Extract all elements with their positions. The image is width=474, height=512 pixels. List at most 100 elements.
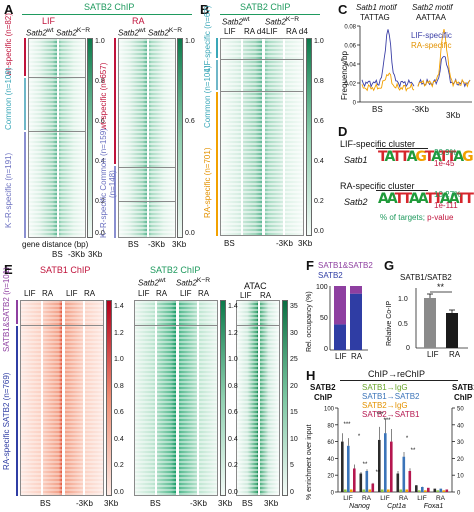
- motif1-title: Satb1 motif: [356, 3, 397, 12]
- chart-c-ytick-label: 0: [353, 101, 357, 107]
- scale-a-lif-top: 1.0: [95, 38, 105, 45]
- chart-h-ytick-left-label: 60: [327, 440, 334, 446]
- chart-h-bar-satb2-satb1-0: [353, 468, 356, 492]
- chart-h-bar-satb2-igg-5: [442, 490, 446, 492]
- bracket-e-satb2: [16, 326, 18, 496]
- panel-e-sample-kr: Satb2K−R: [176, 277, 211, 288]
- chart-h-bar-satb2-igg-0: [350, 489, 353, 492]
- bracket-b-ra: [216, 92, 218, 236]
- heatmap-a-ra: [118, 38, 176, 238]
- bracket-e-both: [16, 300, 18, 324]
- scale-b-2: 0.6: [314, 118, 324, 125]
- colorbar-tick-label: 20: [290, 382, 298, 390]
- chart-c-xtick-bs: BS: [372, 105, 383, 114]
- chart-g-cat-ra: RA: [449, 350, 461, 359]
- chart-g-title: SATB1/SATB2: [400, 273, 452, 282]
- logo-letter: A: [378, 191, 389, 207]
- colorbar-tick-label: 0: [290, 489, 294, 496]
- chart-h-ytick-right-label: 10: [457, 474, 464, 480]
- logo-letter: A: [439, 191, 451, 207]
- pval1: 1e-45: [434, 159, 455, 168]
- panel-a-ra-sample-wt: Satb2wt: [118, 27, 146, 38]
- chart-h-bar-satb1-satb2-4: [421, 486, 424, 492]
- bracket-a-wt: [24, 38, 26, 76]
- chart-h-condition-label: RA: [362, 495, 372, 502]
- logo-letter: T: [464, 191, 473, 207]
- panel-a-xtick-3kb-neg: -3Kb: [68, 250, 85, 259]
- colorbar-tick-label: 10: [290, 435, 298, 443]
- panel-e-satb2-xtick-3kb-neg: -3Kb: [190, 499, 207, 508]
- chart-h-significance: **: [363, 462, 368, 468]
- scale-b-top: 1.0: [314, 38, 324, 45]
- chart-h-left-title-2: ChIP: [314, 393, 333, 402]
- panel-b-sample-wt: Satb2wt: [222, 16, 250, 27]
- panel-e-atac-col-1: LIF: [240, 291, 252, 300]
- logo-letter: A: [386, 191, 397, 207]
- logo-letter: T: [402, 191, 411, 207]
- chart-g-ytick-1: 1.0: [398, 296, 408, 303]
- chart-f-ytick-100: 100: [316, 284, 328, 291]
- chart-h-bar-satb1-igg-5: [436, 490, 440, 492]
- panel-b-xtick-3kb-neg: -3Kb: [276, 239, 293, 248]
- panel-a-group-lif: LIF: [42, 16, 56, 26]
- chart-h-bar-satb1-igg-3: [399, 489, 403, 492]
- panel-e-satb1-header: SATB1 ChIP: [40, 265, 91, 275]
- logo-letter: T: [378, 149, 387, 165]
- panel-a-sample-kr: Satb2K−R: [56, 27, 91, 38]
- logo-letter: T: [394, 191, 405, 207]
- chart-f-occupancy: [329, 286, 368, 351]
- panel-letter-b: B: [200, 2, 210, 17]
- panel-b-xtick-bs: BS: [224, 239, 235, 248]
- panel-e-col-8: RA: [198, 289, 210, 298]
- heatmap-b: [220, 38, 304, 236]
- chart-h-bar-satb1-igg-2: [381, 489, 384, 492]
- chart-g-ytick-05: 0.5: [398, 321, 408, 328]
- chart-h-legend-1: SATB1→IgG: [362, 383, 408, 392]
- chart-h-bar-satb1-igg-1: [362, 489, 366, 492]
- chart-c-line-ra-specific-satb2: [417, 29, 471, 88]
- chart-g-coip: [415, 288, 468, 349]
- chart-h-condition-label: LIF: [380, 495, 389, 502]
- scale-b-4: 0.2: [314, 198, 324, 205]
- chart-h-bar-satb1-satb2-1: [365, 471, 369, 492]
- chart-h-bar-satb2-chip-4: [415, 485, 418, 492]
- chart-h-condition-label: LIF: [343, 495, 352, 502]
- logo-letter: T: [446, 149, 456, 165]
- scale-a-ra-mid: 0.6: [185, 118, 195, 125]
- colorbar-tick-label: 1.2: [228, 329, 238, 337]
- colorbar-tick-label: 0.4: [114, 435, 124, 443]
- panel-b-header-line: [220, 14, 320, 15]
- panel-e-satb2-xtick-3kb: 3Kb: [218, 499, 233, 508]
- panel-e-xtick-bs: BS: [40, 499, 51, 508]
- chart-h-bar-satb1-satb2-2: [384, 433, 387, 492]
- colorbar-tick-label: 1.2: [114, 329, 124, 337]
- chart-h-title-line: [340, 380, 458, 381]
- chart-c-ytick-label: 0.06: [344, 44, 356, 50]
- chart-h-ytick-right-label: 50: [457, 407, 464, 413]
- panel-a-ra-xtick-bs: BS: [128, 240, 139, 249]
- panel-b-xtick-3kb: 3Kb: [298, 239, 313, 248]
- colorbar-tick-label: 0.6: [228, 409, 238, 417]
- bracket-a-ra-kr: [114, 166, 116, 238]
- footnote: % of targets; p-value: [380, 213, 454, 222]
- colorbar-tick-label: 1.4: [114, 303, 124, 310]
- panel-letter-c: C: [338, 2, 348, 17]
- label-a-ra-wt-specific: wt-specific (n=657): [99, 62, 108, 130]
- colorbar-b: [306, 38, 312, 236]
- colorbar-tick-label: 0.0: [228, 489, 238, 496]
- chart-h-ylabel: % enrichment over input: [306, 424, 313, 500]
- scale-b-1: 0.8: [314, 78, 324, 85]
- chart-h-condition-label: RA: [399, 495, 409, 502]
- colorbar-a-lif: [87, 38, 93, 238]
- bracket-a-common: [24, 78, 26, 130]
- chart-c-xtick-3kb-neg: -3Kb: [412, 105, 429, 114]
- colorbar-tick-label: 15: [290, 409, 298, 417]
- label-a-ra-common: K−R-specific Common (n=159): [99, 128, 108, 238]
- chart-h-ytick-left-label: 20: [327, 474, 334, 480]
- bracket-b-lif: [216, 38, 218, 58]
- logo-letter: T: [400, 149, 409, 165]
- panel-a-xtick-3kb: 3Kb: [88, 250, 103, 259]
- label-a-ra-n148: (n=148): [108, 170, 117, 198]
- logo-letter: A: [453, 149, 464, 165]
- label-b-ra-specific: RA-specific (n=701): [203, 147, 212, 218]
